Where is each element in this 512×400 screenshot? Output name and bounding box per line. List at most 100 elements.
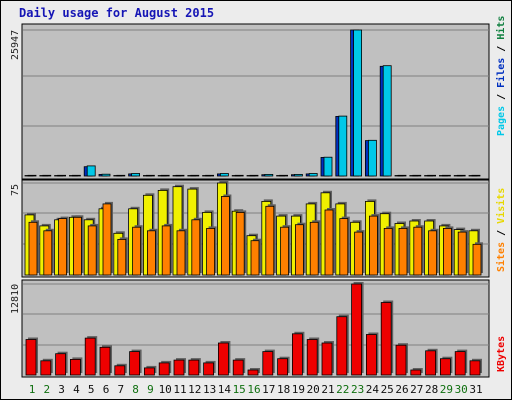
files-bar <box>338 115 348 177</box>
files-bar <box>57 174 66 177</box>
sites-bar <box>58 218 67 276</box>
x-tick-label: 1 <box>29 383 36 396</box>
x-tick-label: 9 <box>147 383 154 396</box>
kbytes-bar <box>395 344 407 376</box>
files-bar <box>367 139 377 177</box>
kbytes-bar <box>158 362 170 376</box>
kbytes-bar <box>173 359 185 376</box>
x-tick-label: 8 <box>132 383 139 396</box>
x-tick-label: 17 <box>262 383 275 396</box>
files-bar <box>145 174 155 177</box>
files-bar <box>441 174 451 177</box>
kbytes-bar <box>188 359 200 376</box>
kbytes-bar <box>217 342 229 376</box>
files-bar <box>131 173 141 177</box>
sites-bar <box>73 216 82 276</box>
kbytes-bar <box>351 283 363 376</box>
kbytes-bar <box>203 362 215 376</box>
sites-bar <box>265 205 275 276</box>
sites-bar <box>235 211 245 276</box>
sites-bar <box>280 226 290 276</box>
sites-bar <box>132 226 142 276</box>
kbytes-bar <box>40 360 52 376</box>
files-bar <box>293 173 303 177</box>
files-bar <box>412 174 422 177</box>
kbytes-bar <box>232 359 244 376</box>
x-axis-labels: 1 2 3 4 5 6 7 8 9 10 11 12 13 14 15 16 17 18 19 20 21 22 23 24 2… <box>29 383 483 396</box>
legend-files: Files <box>495 58 507 88</box>
x-tick-label: 16 <box>247 383 260 396</box>
files-bar <box>308 173 318 177</box>
sites-bar <box>413 226 423 276</box>
files-bar <box>382 65 392 177</box>
x-tick-label: 23 <box>351 383 364 396</box>
x-tick-label: 25 <box>381 383 394 396</box>
sites-bar <box>339 218 349 276</box>
x-tick-label: 26 <box>395 383 408 396</box>
sites-bar <box>368 215 378 276</box>
files-bar <box>86 165 96 177</box>
sites-bar <box>442 227 452 276</box>
x-tick-label: 24 <box>366 383 380 396</box>
sites-bar <box>102 203 112 276</box>
kbytes-bar <box>439 358 451 376</box>
legend-visits: Visits <box>495 188 507 224</box>
top-bars <box>24 29 481 177</box>
files-bar <box>116 174 126 177</box>
sites-bar <box>428 230 438 276</box>
bottom-ymax-label: 12810 <box>10 284 21 314</box>
files-bar <box>471 174 481 177</box>
sites-bar <box>383 227 393 276</box>
legend-mid: Sites / Visits <box>495 188 507 272</box>
kbytes-bar <box>469 360 481 376</box>
files-bar <box>72 174 81 177</box>
kbytes-bar <box>425 350 437 376</box>
files-bar <box>160 174 170 177</box>
sites-bar <box>309 221 319 276</box>
legend-sites: Sites <box>495 242 507 272</box>
files-bar <box>190 174 200 177</box>
kbytes-bar <box>365 334 377 376</box>
kbytes-bar <box>380 302 392 376</box>
kbytes-bar <box>410 369 422 376</box>
sites-bar <box>398 227 408 276</box>
files-bar <box>234 174 244 177</box>
files-bar <box>397 174 407 177</box>
kbytes-bar <box>247 369 259 376</box>
x-tick-label: 3 <box>58 383 65 396</box>
files-bar <box>219 173 229 177</box>
top-ymax-label: 25947 <box>10 30 21 60</box>
kbytes-bar <box>55 353 66 376</box>
files-bar <box>205 174 215 177</box>
sites-bar <box>220 196 230 276</box>
mid-ymax-label: 75 <box>10 184 21 196</box>
sites-bar <box>294 224 304 276</box>
x-tick-label: 4 <box>73 383 80 396</box>
x-tick-label: 21 <box>321 383 334 396</box>
files-bar <box>456 174 466 177</box>
mid-bars <box>24 181 483 276</box>
kbytes-bar <box>277 358 289 376</box>
kbytes-bar <box>99 346 111 376</box>
chart-title: Daily usage for August 2015 <box>19 6 215 20</box>
kbytes-bar <box>129 351 141 376</box>
sites-bar <box>87 225 97 276</box>
x-tick-label: 13 <box>203 383 216 396</box>
sites-bar <box>28 221 38 276</box>
x-tick-label: 30 <box>455 383 468 396</box>
sites-bar <box>176 230 186 276</box>
x-tick-label: 31 <box>469 383 482 396</box>
kbytes-bar <box>454 351 466 376</box>
files-bar <box>427 174 437 177</box>
panel-top-bg <box>21 23 490 180</box>
files-bar <box>175 174 185 177</box>
sites-bar <box>457 231 467 276</box>
x-tick-label: 6 <box>103 383 110 396</box>
sites-bar <box>117 238 127 276</box>
files-bar <box>42 174 52 177</box>
x-tick-label: 27 <box>410 383 423 396</box>
sites-bar <box>161 225 171 276</box>
sites-bar <box>43 230 53 276</box>
files-bar <box>323 156 333 177</box>
